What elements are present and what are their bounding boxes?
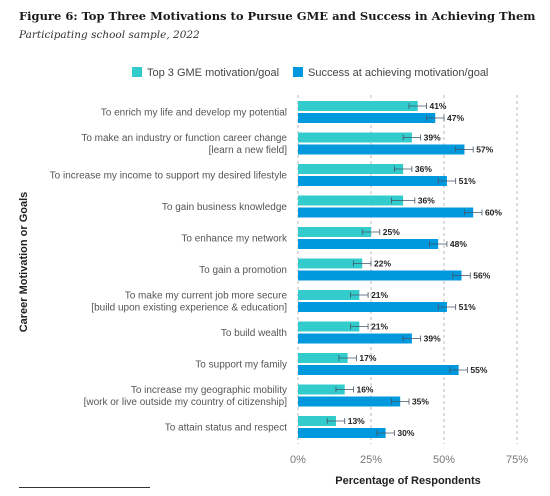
category-label: To enrich my life and develop my potenti… — [101, 108, 287, 119]
legend-label-motivation: Top 3 GME motivation/goal — [147, 67, 279, 79]
category-label: To increase my income to support my desi… — [50, 171, 288, 182]
category-label: To build wealth — [221, 328, 287, 339]
bar-success — [298, 396, 401, 407]
bar-success — [298, 428, 386, 438]
value-label-motivation: 25% — [383, 227, 400, 237]
value-label-success: 47% — [447, 113, 464, 123]
value-label-motivation: 17% — [359, 353, 376, 363]
category-label: [work or live outside my country of citi… — [84, 397, 288, 408]
category-label: To enhance my network — [181, 234, 288, 245]
bars — [298, 101, 483, 438]
y-axis-title: Career Motivation or Goals — [18, 192, 30, 333]
value-label-success: 56% — [473, 271, 490, 281]
value-label-success: 51% — [459, 176, 476, 186]
bar-success — [298, 239, 439, 249]
bar-success — [298, 144, 465, 155]
value-label-success: 57% — [476, 145, 493, 155]
bar-motivation — [298, 132, 412, 143]
category-label: [learn a new field] — [209, 145, 288, 156]
bar-motivation — [298, 258, 363, 269]
value-label-motivation: 13% — [348, 416, 365, 426]
legend-label-success: Success at achieving motivation/goal — [308, 67, 488, 79]
figure-subtitle: Participating school sample, 2022 — [19, 29, 200, 41]
value-label-motivation: 36% — [418, 196, 435, 206]
bar-success — [298, 113, 436, 123]
bar-success — [298, 333, 412, 344]
figure-title: Figure 6: Top Three Motivations to Pursu… — [19, 9, 536, 23]
bar-motivation — [298, 101, 418, 111]
value-label-success: 55% — [470, 365, 487, 375]
legend: Top 3 GME motivation/goal Success at ach… — [132, 67, 488, 79]
value-label-motivation: 21% — [371, 322, 388, 332]
value-label-motivation: 21% — [371, 290, 388, 300]
bar-motivation — [298, 353, 348, 363]
category-label: To support my family — [195, 360, 287, 371]
value-label-motivation: 36% — [415, 164, 432, 174]
bar-success — [298, 365, 459, 375]
value-label-success: 51% — [459, 302, 476, 312]
value-label-success: 60% — [485, 208, 502, 218]
value-label-motivation: 41% — [429, 101, 446, 111]
value-label-success: 35% — [412, 397, 429, 407]
bar-motivation — [298, 227, 371, 237]
category-label: To gain business knowledge — [162, 202, 288, 213]
labels: 0% 25% 50% 75% 41%47% To enrich my life and d… — [50, 101, 529, 466]
value-label-success: 48% — [450, 239, 467, 249]
bar-success — [298, 270, 462, 281]
category-label: To attain status and respect — [165, 423, 288, 434]
x-axis-title: Percentage of Respondents — [335, 475, 480, 487]
value-label-success: 30% — [397, 428, 414, 438]
category-label: To make my current job more secure — [125, 291, 288, 302]
category-label: To make an industry or function career c… — [81, 133, 287, 144]
category-label: To gain a promotion — [199, 265, 287, 276]
x-tick-label: 25% — [360, 454, 382, 466]
category-label: [build upon existing experience & educat… — [91, 303, 287, 314]
x-tick-label: 0% — [290, 454, 306, 466]
x-tick-label: 50% — [433, 454, 455, 466]
bar-success — [298, 207, 474, 218]
bar-motivation — [298, 321, 360, 332]
value-label-motivation: 39% — [424, 133, 441, 143]
value-label-success: 39% — [424, 334, 441, 344]
bar-motivation — [298, 416, 336, 426]
x-tick-label: 75% — [506, 454, 528, 466]
value-label-motivation: 16% — [356, 385, 373, 395]
footnote-rule — [19, 487, 150, 488]
bar-motivation — [298, 384, 345, 395]
category-label: To increase my geographic mobility — [131, 385, 287, 396]
value-label-motivation: 22% — [374, 259, 391, 269]
bar-motivation — [298, 164, 404, 174]
legend-swatch-motivation — [132, 67, 142, 77]
bar-success — [298, 176, 447, 186]
bar-success — [298, 302, 447, 312]
bar-motivation — [298, 195, 404, 206]
legend-swatch-success — [293, 67, 303, 77]
bar-motivation — [298, 290, 360, 300]
